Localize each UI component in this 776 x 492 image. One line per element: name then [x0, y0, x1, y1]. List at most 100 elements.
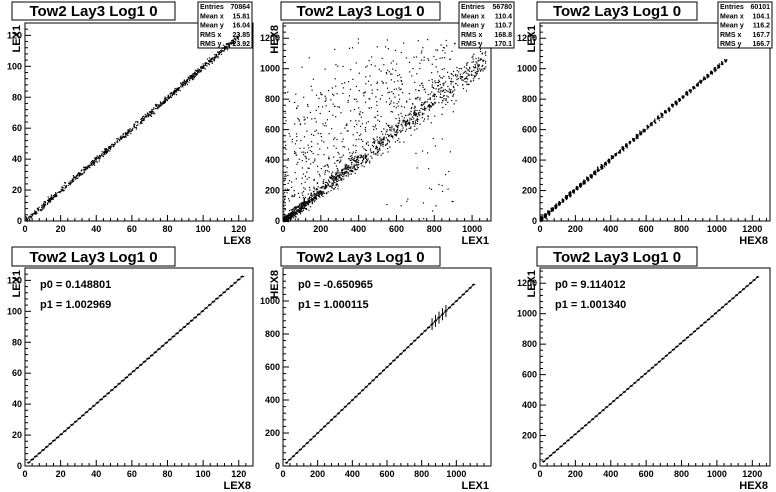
data-point: [477, 60, 479, 62]
data-point: [485, 54, 487, 56]
data-point: [35, 212, 37, 215]
data-point: [310, 194, 312, 196]
data-point: [400, 130, 403, 132]
data-point: [554, 205, 556, 207]
data-point: [422, 47, 424, 49]
data-point: [335, 116, 337, 118]
stat-label: Entries: [720, 4, 744, 11]
data-point: [94, 157, 97, 159]
data-point: [430, 188, 433, 190]
data-point: [380, 115, 382, 118]
data-point: [612, 155, 614, 157]
data-point: [637, 137, 639, 140]
data-point: [164, 96, 166, 98]
data-point: [426, 152, 429, 154]
data-point: [30, 215, 32, 217]
data-point: [338, 172, 340, 174]
y-tick-label: 600: [522, 370, 537, 380]
data-point: [471, 56, 473, 59]
data-point: [181, 84, 184, 86]
x-tick-label: 600: [639, 469, 654, 479]
data-point: [215, 54, 218, 56]
data-point: [347, 175, 349, 177]
data-point: [325, 181, 327, 183]
y-tick-label: 200: [522, 186, 537, 196]
title-box: [11, 1, 176, 21]
data-point: [54, 194, 56, 196]
data-point: [580, 182, 582, 184]
data-point: [83, 170, 85, 172]
data-point: [385, 46, 387, 48]
data-point: [87, 166, 89, 169]
data-point: [394, 96, 396, 98]
data-point: [386, 142, 388, 144]
data-point: [170, 96, 173, 99]
data-point: [52, 194, 55, 197]
data-point: [305, 208, 307, 211]
x-tick-label: 40: [91, 469, 101, 479]
data-point: [573, 192, 575, 194]
data-point: [52, 197, 54, 199]
data-point: [120, 137, 122, 140]
data-point: [317, 194, 319, 196]
data-point: [299, 203, 301, 205]
data-point: [434, 115, 436, 117]
data-point: [548, 210, 550, 212]
data-point: [601, 165, 603, 167]
data-point: [306, 151, 309, 153]
data-point: [626, 143, 628, 145]
data-point: [469, 68, 471, 70]
data-point: [443, 82, 445, 84]
data-point: [337, 188, 339, 190]
data-point: [603, 164, 605, 166]
data-point: [443, 57, 446, 59]
data-point: [306, 202, 308, 204]
data-point: [708, 76, 710, 78]
data-point: [427, 39, 429, 41]
data-point: [480, 58, 482, 60]
data-point: [699, 80, 702, 82]
data-point: [293, 195, 295, 197]
data-point: [99, 158, 101, 160]
data-point: [353, 157, 356, 159]
data-point: [356, 158, 358, 161]
data-point: [667, 108, 669, 110]
data-point: [351, 164, 353, 166]
data-point: [635, 137, 637, 139]
data-point: [288, 180, 291, 182]
data-point: [391, 111, 394, 113]
data-point: [300, 210, 302, 212]
data-point: [299, 196, 301, 198]
data-point: [336, 180, 338, 182]
data-point: [365, 122, 368, 124]
y-tick-label: 600: [265, 125, 280, 135]
data-point: [334, 177, 336, 179]
data-point: [386, 69, 389, 71]
data-point: [44, 202, 46, 204]
data-point: [301, 204, 303, 207]
data-point: [441, 57, 443, 59]
data-point: [130, 133, 132, 135]
data-point: [429, 97, 431, 99]
data-point: [419, 123, 421, 125]
data-point: [288, 217, 290, 220]
data-point: [724, 59, 726, 62]
data-point: [478, 66, 480, 68]
data-point: [386, 143, 388, 145]
data-point: [142, 118, 145, 120]
data-point: [389, 103, 391, 106]
data-point: [429, 106, 431, 108]
data-point: [303, 202, 305, 205]
data-point: [331, 186, 333, 188]
data-point: [374, 148, 377, 150]
data-point: [605, 164, 607, 166]
data-point: [189, 78, 191, 80]
data-point: [429, 104, 431, 107]
data-point: [427, 168, 430, 170]
data-point: [484, 62, 487, 64]
data-point: [369, 162, 371, 164]
data-point: [358, 120, 360, 122]
data-point: [284, 207, 286, 210]
data-point: [413, 114, 415, 117]
data-point: [288, 213, 290, 215]
